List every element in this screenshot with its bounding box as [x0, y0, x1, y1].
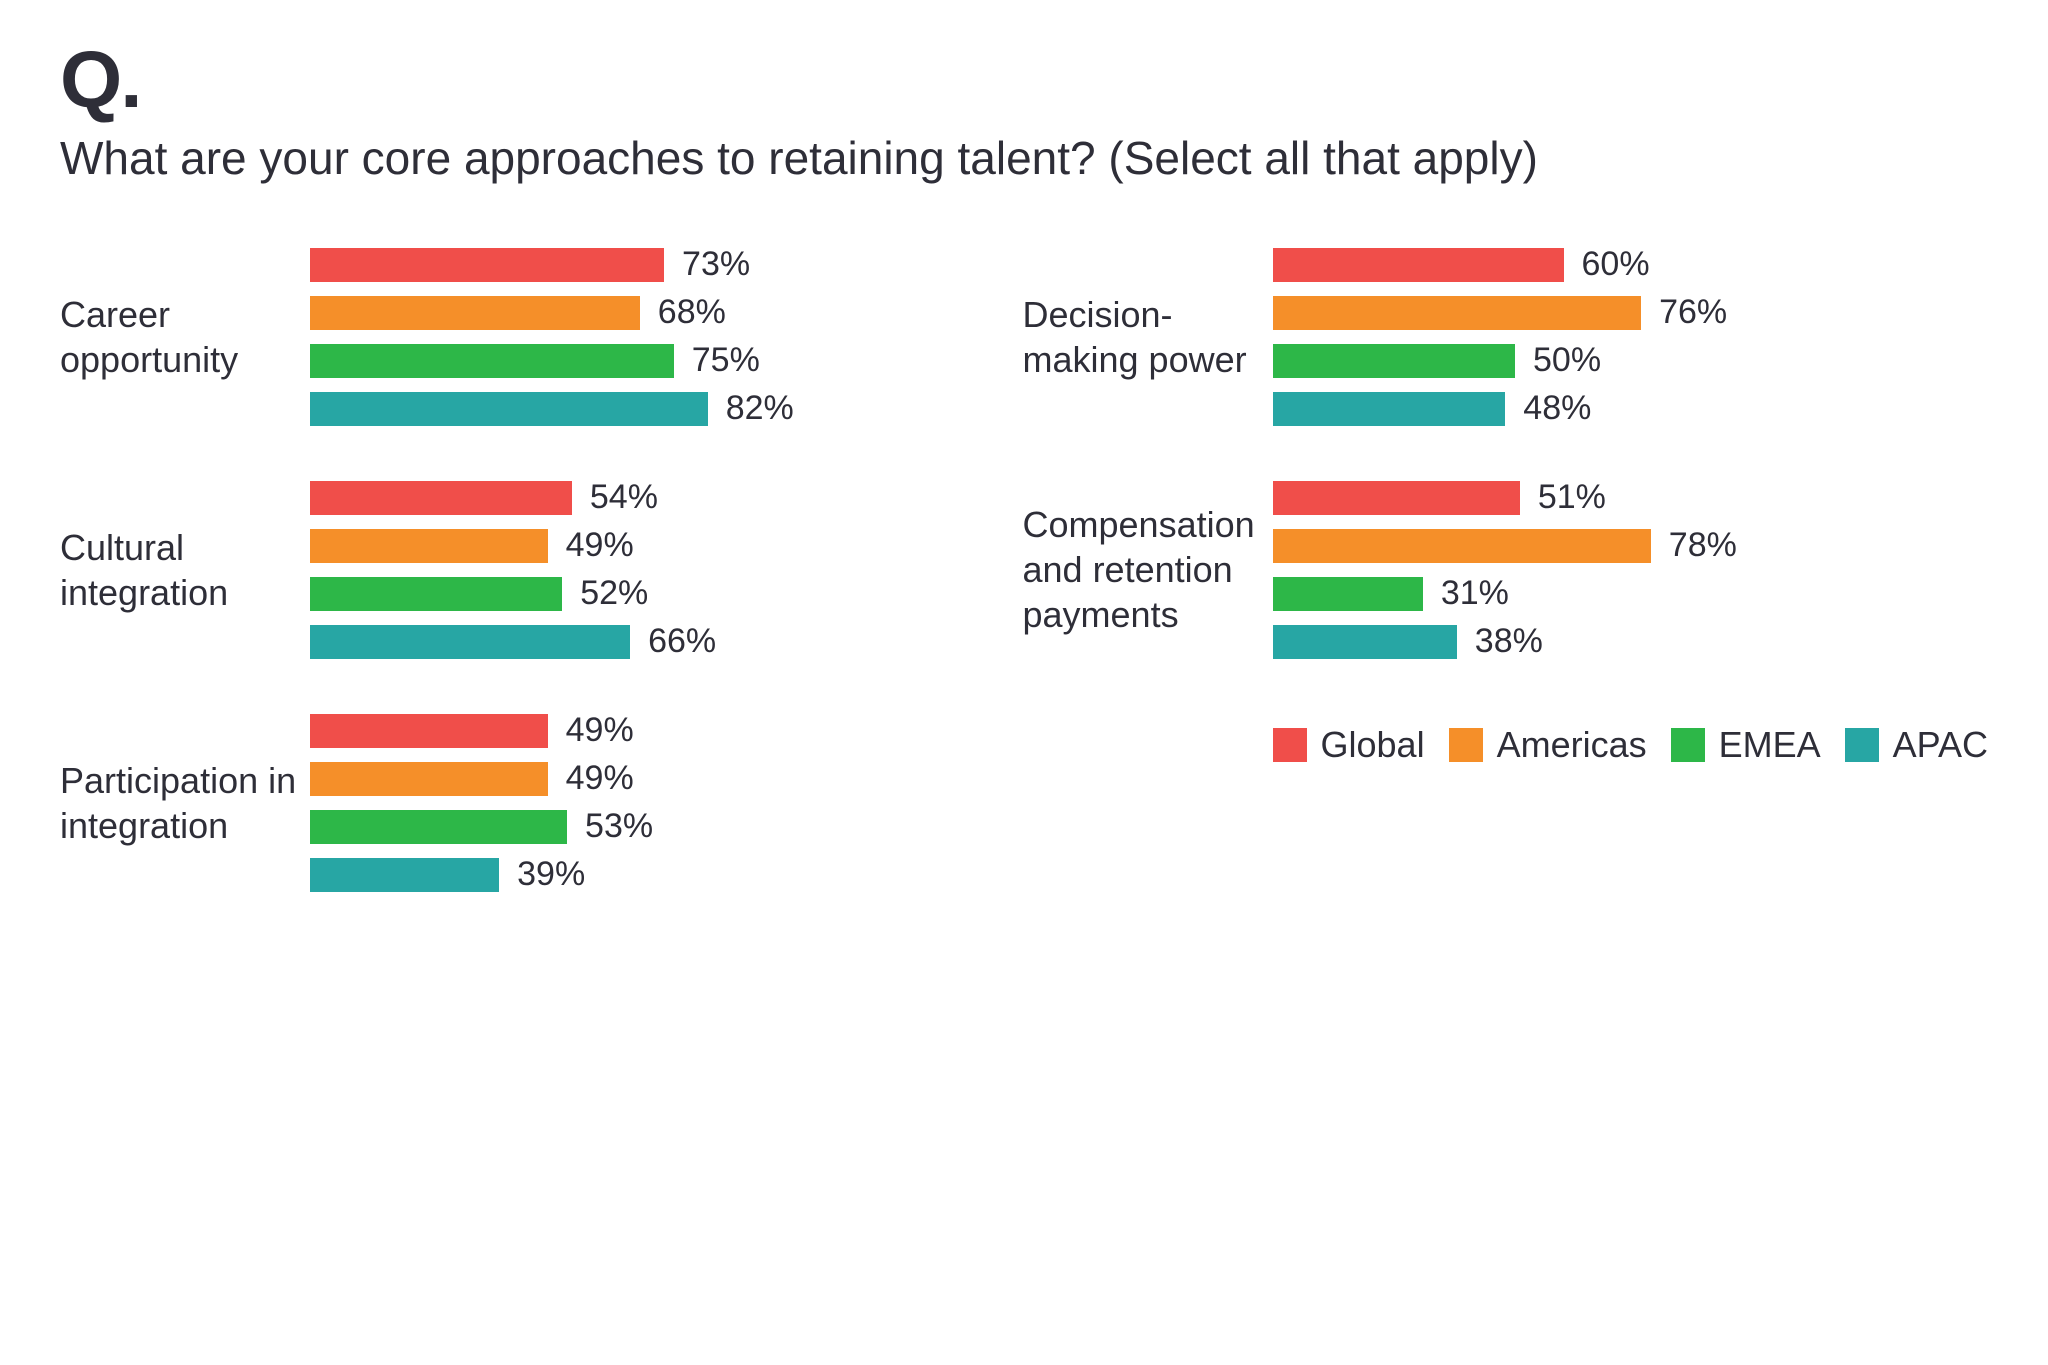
bar-value: 39% [517, 855, 585, 894]
bar-emea [1273, 577, 1423, 611]
bar-emea [310, 344, 674, 378]
legend-label: Americas [1497, 724, 1647, 766]
bar-value: 51% [1538, 478, 1606, 517]
bar-apac [310, 858, 499, 892]
bar-group: Career opportunity 73% 68% 75% 82% [60, 248, 933, 426]
bar-value: 52% [580, 574, 648, 613]
bar-row: 52% [310, 577, 933, 611]
bar-value: 82% [726, 389, 794, 428]
bar-row: 82% [310, 392, 933, 426]
legend: Global Americas EMEA APAC [1273, 724, 1989, 766]
bar-global [310, 248, 664, 282]
bar-americas [1273, 529, 1651, 563]
bar-group: Compensation and retention payments 51% 78… [1023, 481, 1989, 659]
bar-row: 66% [310, 625, 933, 659]
legend-item-apac: APAC [1845, 724, 1988, 766]
legend-label: EMEA [1719, 724, 1821, 766]
bar-row: 53% [310, 810, 933, 844]
bar-row: 76% [1273, 296, 1989, 330]
bar-global [310, 714, 548, 748]
bar-value: 50% [1533, 341, 1601, 380]
bar-value: 60% [1582, 245, 1650, 284]
legend-item-emea: EMEA [1671, 724, 1821, 766]
bar-group: Participation in integration 49% 49% 53%39% [60, 714, 933, 892]
bar-value: 49% [566, 711, 634, 750]
bar-value: 31% [1441, 574, 1509, 613]
legend-swatch-icon [1449, 728, 1483, 762]
group-label: Career opportunity [60, 292, 310, 382]
question-text: What are your core approaches to retaini… [60, 130, 1988, 188]
legend-label: APAC [1893, 724, 1988, 766]
bar-value: 53% [585, 807, 653, 846]
bar-row: 73% [310, 248, 933, 282]
bar-value: 49% [566, 759, 634, 798]
bar-row: 49% [310, 762, 933, 796]
legend-item-global: Global [1273, 724, 1425, 766]
group-label: Decision-making power [1023, 292, 1273, 382]
bars-container: 51% 78% 31% 38% [1273, 481, 1989, 659]
question-marker: Q. [60, 40, 1988, 120]
bar-value: 66% [648, 622, 716, 661]
bar-row: 60% [1273, 248, 1989, 282]
bar-row: 75% [310, 344, 933, 378]
bar-value: 76% [1659, 293, 1727, 332]
bars-container: 73% 68% 75% 82% [310, 248, 933, 426]
bar-apac [1273, 625, 1457, 659]
group-label: Participation in integration [60, 758, 310, 848]
bar-emea [1273, 344, 1516, 378]
legend-swatch-icon [1845, 728, 1879, 762]
bar-global [1273, 248, 1564, 282]
bar-global [1273, 481, 1520, 515]
group-label: Compensation and retention payments [1023, 502, 1273, 637]
bar-value: 38% [1475, 622, 1543, 661]
bar-americas [1273, 296, 1642, 330]
chart-page: Q. What are your core approaches to reta… [0, 0, 2048, 987]
bar-row: 68% [310, 296, 933, 330]
bar-americas [310, 762, 548, 796]
bar-row: 31% [1273, 577, 1989, 611]
bar-row: 50% [1273, 344, 1989, 378]
bar-value: 48% [1523, 389, 1591, 428]
bar-value: 54% [590, 478, 658, 517]
bar-value: 75% [692, 341, 760, 380]
bar-row: 38% [1273, 625, 1989, 659]
bar-row: 48% [1273, 392, 1989, 426]
bar-row: 39% [310, 858, 933, 892]
bar-emea [310, 810, 567, 844]
bar-row: 49% [310, 714, 933, 748]
chart-columns: Career opportunity 73% 68% 75% 82% Cultural i… [60, 248, 1988, 947]
bar-row: 49% [310, 529, 933, 563]
bar-row: 78% [1273, 529, 1989, 563]
bars-container: 60%76% 50% 48% [1273, 248, 1989, 426]
legend-label: Global [1321, 724, 1425, 766]
legend-swatch-icon [1273, 728, 1307, 762]
bar-value: 73% [682, 245, 750, 284]
bar-apac [1273, 392, 1506, 426]
bar-value: 78% [1669, 526, 1737, 565]
bar-row: 54% [310, 481, 933, 515]
bar-apac [310, 625, 630, 659]
bar-value: 49% [566, 526, 634, 565]
bar-group: Decision-making power 60%76% 50% 48% [1023, 248, 1989, 426]
group-label: Cultural integration [60, 525, 310, 615]
bar-value: 68% [658, 293, 726, 332]
bar-row: 51% [1273, 481, 1989, 515]
legend-item-americas: Americas [1449, 724, 1647, 766]
bar-global [310, 481, 572, 515]
bar-americas [310, 529, 548, 563]
bars-container: 54% 49% 52%66% [310, 481, 933, 659]
right-column: Decision-making power 60%76% 50% 48% Compens… [1023, 248, 1989, 947]
bar-emea [310, 577, 562, 611]
bar-americas [310, 296, 640, 330]
bar-group: Cultural integration 54% 49% 52%66% [60, 481, 933, 659]
bar-apac [310, 392, 708, 426]
legend-swatch-icon [1671, 728, 1705, 762]
bars-container: 49% 49% 53%39% [310, 714, 933, 892]
left-column: Career opportunity 73% 68% 75% 82% Cultural i… [60, 248, 933, 947]
